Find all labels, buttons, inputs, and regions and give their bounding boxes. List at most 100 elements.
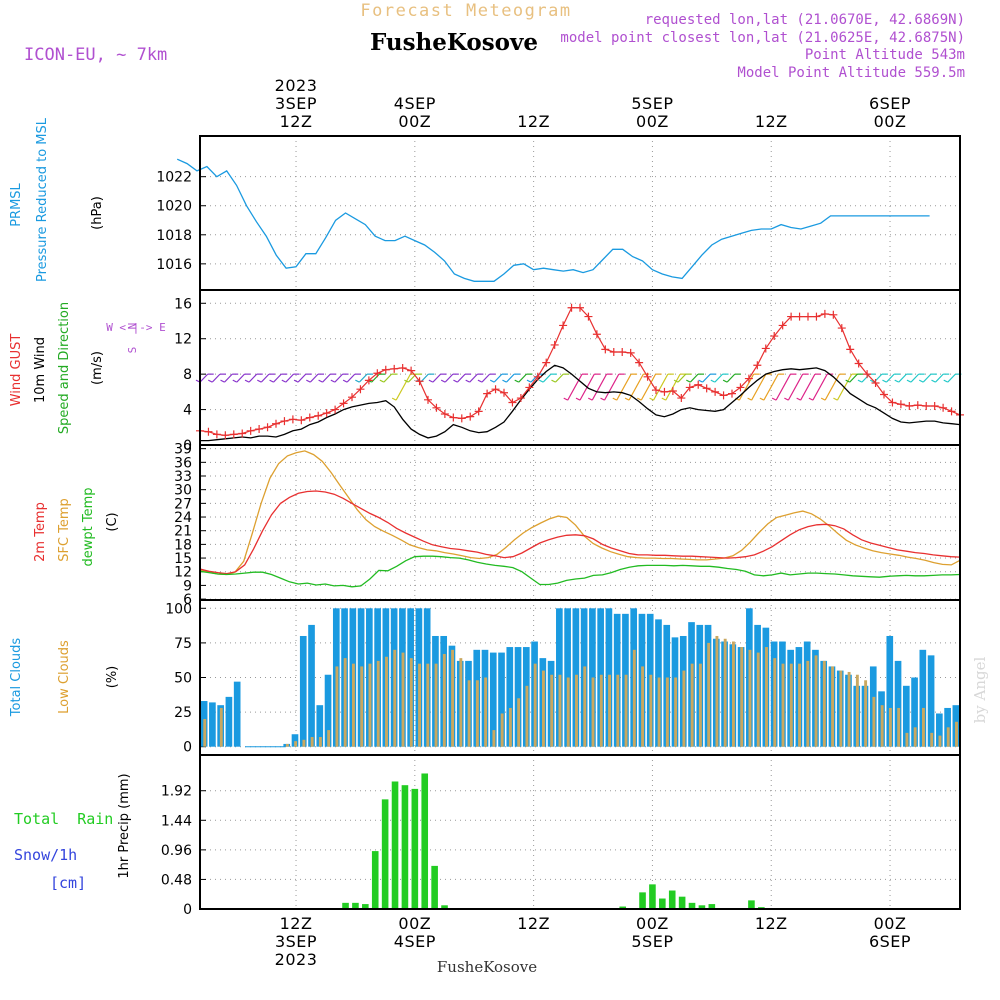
total-cloud-bar <box>514 647 522 747</box>
low-cloud-bar <box>682 670 686 747</box>
wind-barb-shaft <box>775 373 791 401</box>
gust-point <box>939 403 948 412</box>
wind-frame <box>199 289 961 446</box>
rain-bar <box>411 788 419 909</box>
low-cloud-bar <box>905 732 909 747</box>
closest-coords: model point closest lon,lat (21.0625E, 4… <box>560 30 965 46</box>
wind-barb-head <box>820 397 826 401</box>
gust-point <box>474 407 483 416</box>
wind-barb-head <box>587 397 593 401</box>
gust-point <box>736 383 745 392</box>
low-cloud-bar <box>467 680 471 747</box>
total-cloud-bar <box>936 713 943 747</box>
bottom-time-label-3-1: 5SEP <box>631 932 673 951</box>
low-cloud-bar <box>715 635 719 747</box>
low-cloud-bar <box>698 663 702 747</box>
low-cloud-bar <box>599 674 603 747</box>
total-cloud-bar <box>927 655 935 747</box>
wind-barb-head <box>391 397 397 401</box>
temp-ytick-4: 18 <box>174 537 192 553</box>
low-cloud-bar <box>938 735 942 747</box>
wind-barb-shaft <box>812 373 828 401</box>
gust-point <box>516 394 525 403</box>
low-cloud-bar <box>500 713 504 747</box>
gust-point <box>314 411 323 420</box>
rain-bar <box>362 904 369 909</box>
low-cloud-bar <box>946 727 950 747</box>
pressure-ytick-1: 1018 <box>156 228 192 244</box>
total-cloud-bar <box>299 635 307 747</box>
gust-point <box>592 330 601 339</box>
rain-bar <box>649 884 656 909</box>
gust-point <box>728 389 736 398</box>
bottom-time-label-4-0: 12Z <box>755 914 788 933</box>
wind-barb-head <box>477 379 483 383</box>
wind-barb-head <box>637 397 642 401</box>
cloud-unit: (%) <box>105 666 120 689</box>
gust-point <box>246 426 255 435</box>
gust-point <box>753 361 762 370</box>
wind-barb-shaft <box>542 373 552 383</box>
wind-ytick-1: 4 <box>183 403 192 419</box>
low-cloud-bar <box>525 685 529 747</box>
rain-bar <box>748 900 755 909</box>
wind-barb-shaft <box>273 373 282 383</box>
gust-point <box>331 405 340 414</box>
wind-ytick-3: 12 <box>174 332 192 348</box>
temp-label-a: 2m Temp <box>33 502 48 562</box>
wind-barb-head <box>453 379 458 383</box>
temp-ytick-5: 21 <box>174 524 192 540</box>
wind-barb-head <box>869 379 875 383</box>
clouds-ytick-1: 25 <box>174 705 192 721</box>
gust-point <box>491 385 500 394</box>
wind-barb-shaft <box>591 373 608 401</box>
gust-point <box>820 309 829 318</box>
low-cloud-bar <box>368 663 372 747</box>
wind-barb-head <box>355 379 360 383</box>
rain-bar <box>708 904 716 909</box>
wind-barbs <box>195 373 962 401</box>
gust-point <box>398 363 407 372</box>
gust-point <box>407 366 416 375</box>
bottom-time-label-0-1: 3SEP <box>275 932 317 951</box>
low-cloud-bar <box>484 677 488 747</box>
gust-point <box>609 348 618 356</box>
precip-bars <box>200 773 960 910</box>
total-cloud-bar <box>894 660 902 747</box>
precip-label-c: [cm] <box>50 874 86 892</box>
wind-barb-head <box>943 379 949 383</box>
low-cloud-bar <box>955 721 958 747</box>
wind-barb-head <box>379 379 385 383</box>
temp-ytick-7: 27 <box>174 496 192 512</box>
gust-point <box>922 402 931 411</box>
low-cloud-bar <box>855 674 859 747</box>
gust-point <box>719 391 728 400</box>
bottom-time-label-5-1: 6SEP <box>869 932 911 951</box>
wind-barb-shaft <box>383 373 393 383</box>
temp-panel <box>199 444 961 601</box>
gust-point <box>263 423 272 432</box>
low-cloud-bar <box>418 663 421 747</box>
gust-point <box>432 403 441 412</box>
wind-barb-head <box>710 379 716 383</box>
wind-barb-head <box>845 379 850 383</box>
gust-point <box>711 387 720 396</box>
wind-barb-shaft <box>935 373 944 383</box>
gust-point <box>896 400 905 409</box>
watermark: by Angel <box>971 656 989 723</box>
rain-bar <box>401 785 409 909</box>
gust-point <box>229 430 238 439</box>
clouds-ytick-2: 50 <box>174 671 192 687</box>
wind-barb-shaft <box>224 373 233 383</box>
gust-point <box>795 312 804 321</box>
low-cloud-bar <box>707 642 711 747</box>
wind-gust-line <box>199 307 961 436</box>
wind-barb-shaft <box>555 373 564 383</box>
gust-point <box>601 345 610 354</box>
gust-point <box>863 370 872 379</box>
bottom-time-label-3-0: 00Z <box>636 914 669 933</box>
gust-point <box>702 384 711 393</box>
low-cloud-bar <box>401 652 405 747</box>
low-cloud-bar <box>665 677 669 747</box>
gust-point <box>339 399 348 408</box>
